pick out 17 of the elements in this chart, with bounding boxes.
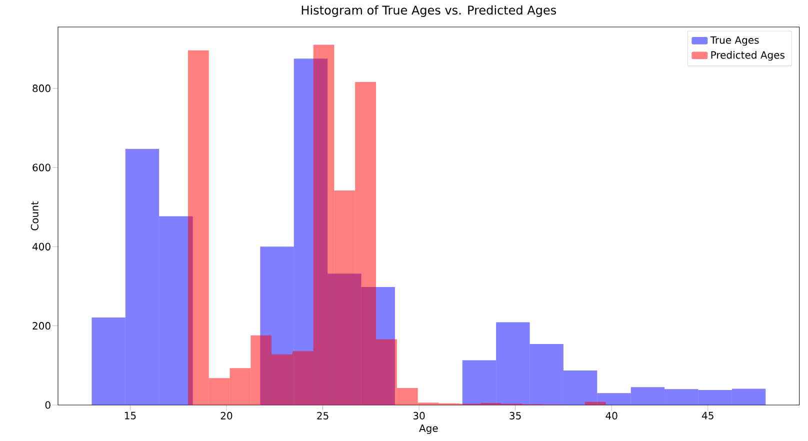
chart-title: Histogram of True Ages vs. Predicted Ages <box>302 5 556 17</box>
x-tick-label: 45 <box>702 412 714 420</box>
x-tick-label: 30 <box>413 412 425 420</box>
y-tick-label: 400 <box>32 242 50 250</box>
x-tick-label: 35 <box>510 412 521 420</box>
y-tick-label: 800 <box>32 84 50 92</box>
x-tick-label: 20 <box>220 412 232 420</box>
y-axis-title: Count <box>30 201 38 230</box>
x-tick-label: 15 <box>124 412 136 420</box>
y-tick-label: 0 <box>45 401 50 409</box>
legend-label: Predicted Ages <box>711 50 784 61</box>
x-tick-label: 40 <box>606 412 618 420</box>
x-axis-title: Age <box>419 424 438 434</box>
y-tick-label: 600 <box>32 164 50 172</box>
y-tick-label: 200 <box>32 322 50 330</box>
x-tick-label: 25 <box>317 412 328 420</box>
legend-label: True Ages <box>710 36 759 46</box>
